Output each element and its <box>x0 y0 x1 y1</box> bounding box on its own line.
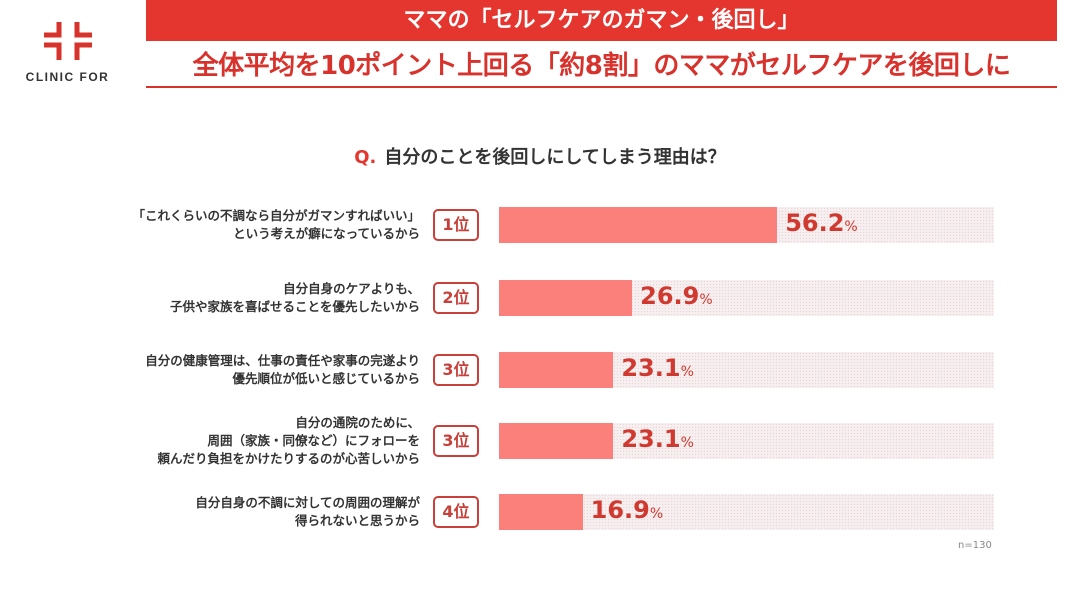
bar <box>499 352 614 388</box>
bar-track: 56.2% <box>499 207 994 243</box>
data-label-value: 23.1 <box>621 425 681 453</box>
rank-badge: 2位 <box>433 282 479 314</box>
bar-track: 23.1% <box>499 352 994 388</box>
header-banner: ママの「セルフケアのガマン・後回し」 <box>146 0 1057 41</box>
category-label: 「これくらいの不調なら自分がガマンすればいい」 という考えが癖になっているから <box>132 208 420 241</box>
data-label: 26.9% <box>640 282 713 310</box>
sample-size-note: n=130 <box>958 540 992 551</box>
bar <box>499 207 778 243</box>
data-label-unit: % <box>680 364 694 380</box>
data-label-unit: % <box>699 292 713 308</box>
rank-badge: 4位 <box>433 496 479 528</box>
category-label: 自分自身のケアよりも、 子供や家族を喜ばせることを優先したいから <box>169 281 420 314</box>
rank-badge: 1位 <box>433 209 479 241</box>
data-label: 23.1% <box>621 425 694 453</box>
data-label-value: 56.2 <box>785 209 845 237</box>
rank-badge: 3位 <box>433 354 479 386</box>
cross-logo-icon <box>43 22 92 60</box>
brand-name: CLINIC FOR <box>25 70 110 84</box>
category-label: 自分の健康管理は、仕事の責任や家事の完遂より 優先順位が低いと感じているから <box>145 353 420 386</box>
header-subtitle: 全体平均を10ポイント上回る「約8割」のママがセルフケアを後回しに <box>146 46 1057 88</box>
bar-track: 16.9% <box>499 494 994 530</box>
question-prefix: Q. <box>354 147 377 168</box>
category-label: 自分の通院のために、 周囲（家族・同僚など）にフォローを 頼んだり負担をかけたり… <box>157 415 420 466</box>
bar <box>499 280 633 316</box>
data-label-value: 23.1 <box>621 354 681 382</box>
data-label: 56.2% <box>785 209 858 237</box>
bar-track: 23.1% <box>499 423 994 459</box>
data-label-unit: % <box>649 506 664 522</box>
data-label-value: 16.9 <box>590 496 650 524</box>
question-text: 自分のことを後回しにしてしまう理由は？ <box>384 147 726 168</box>
bar-track: 26.9% <box>499 280 994 316</box>
data-label-unit: % <box>680 435 694 451</box>
brand-logo: CLINIC FOR <box>20 18 115 84</box>
category-label: 自分自身の不調に対しての周囲の理解が 得られないと思うから <box>195 495 420 528</box>
data-label-value: 26.9 <box>640 282 700 310</box>
rank-badge: 3位 <box>433 425 479 457</box>
data-label: 16.9% <box>591 496 664 524</box>
bar <box>499 494 583 530</box>
survey-question: Q. 自分のことを後回しにしてしまう理由は？ <box>0 143 1080 169</box>
bar <box>499 423 614 459</box>
data-label: 23.1% <box>621 354 694 382</box>
data-label-unit: % <box>844 219 858 235</box>
